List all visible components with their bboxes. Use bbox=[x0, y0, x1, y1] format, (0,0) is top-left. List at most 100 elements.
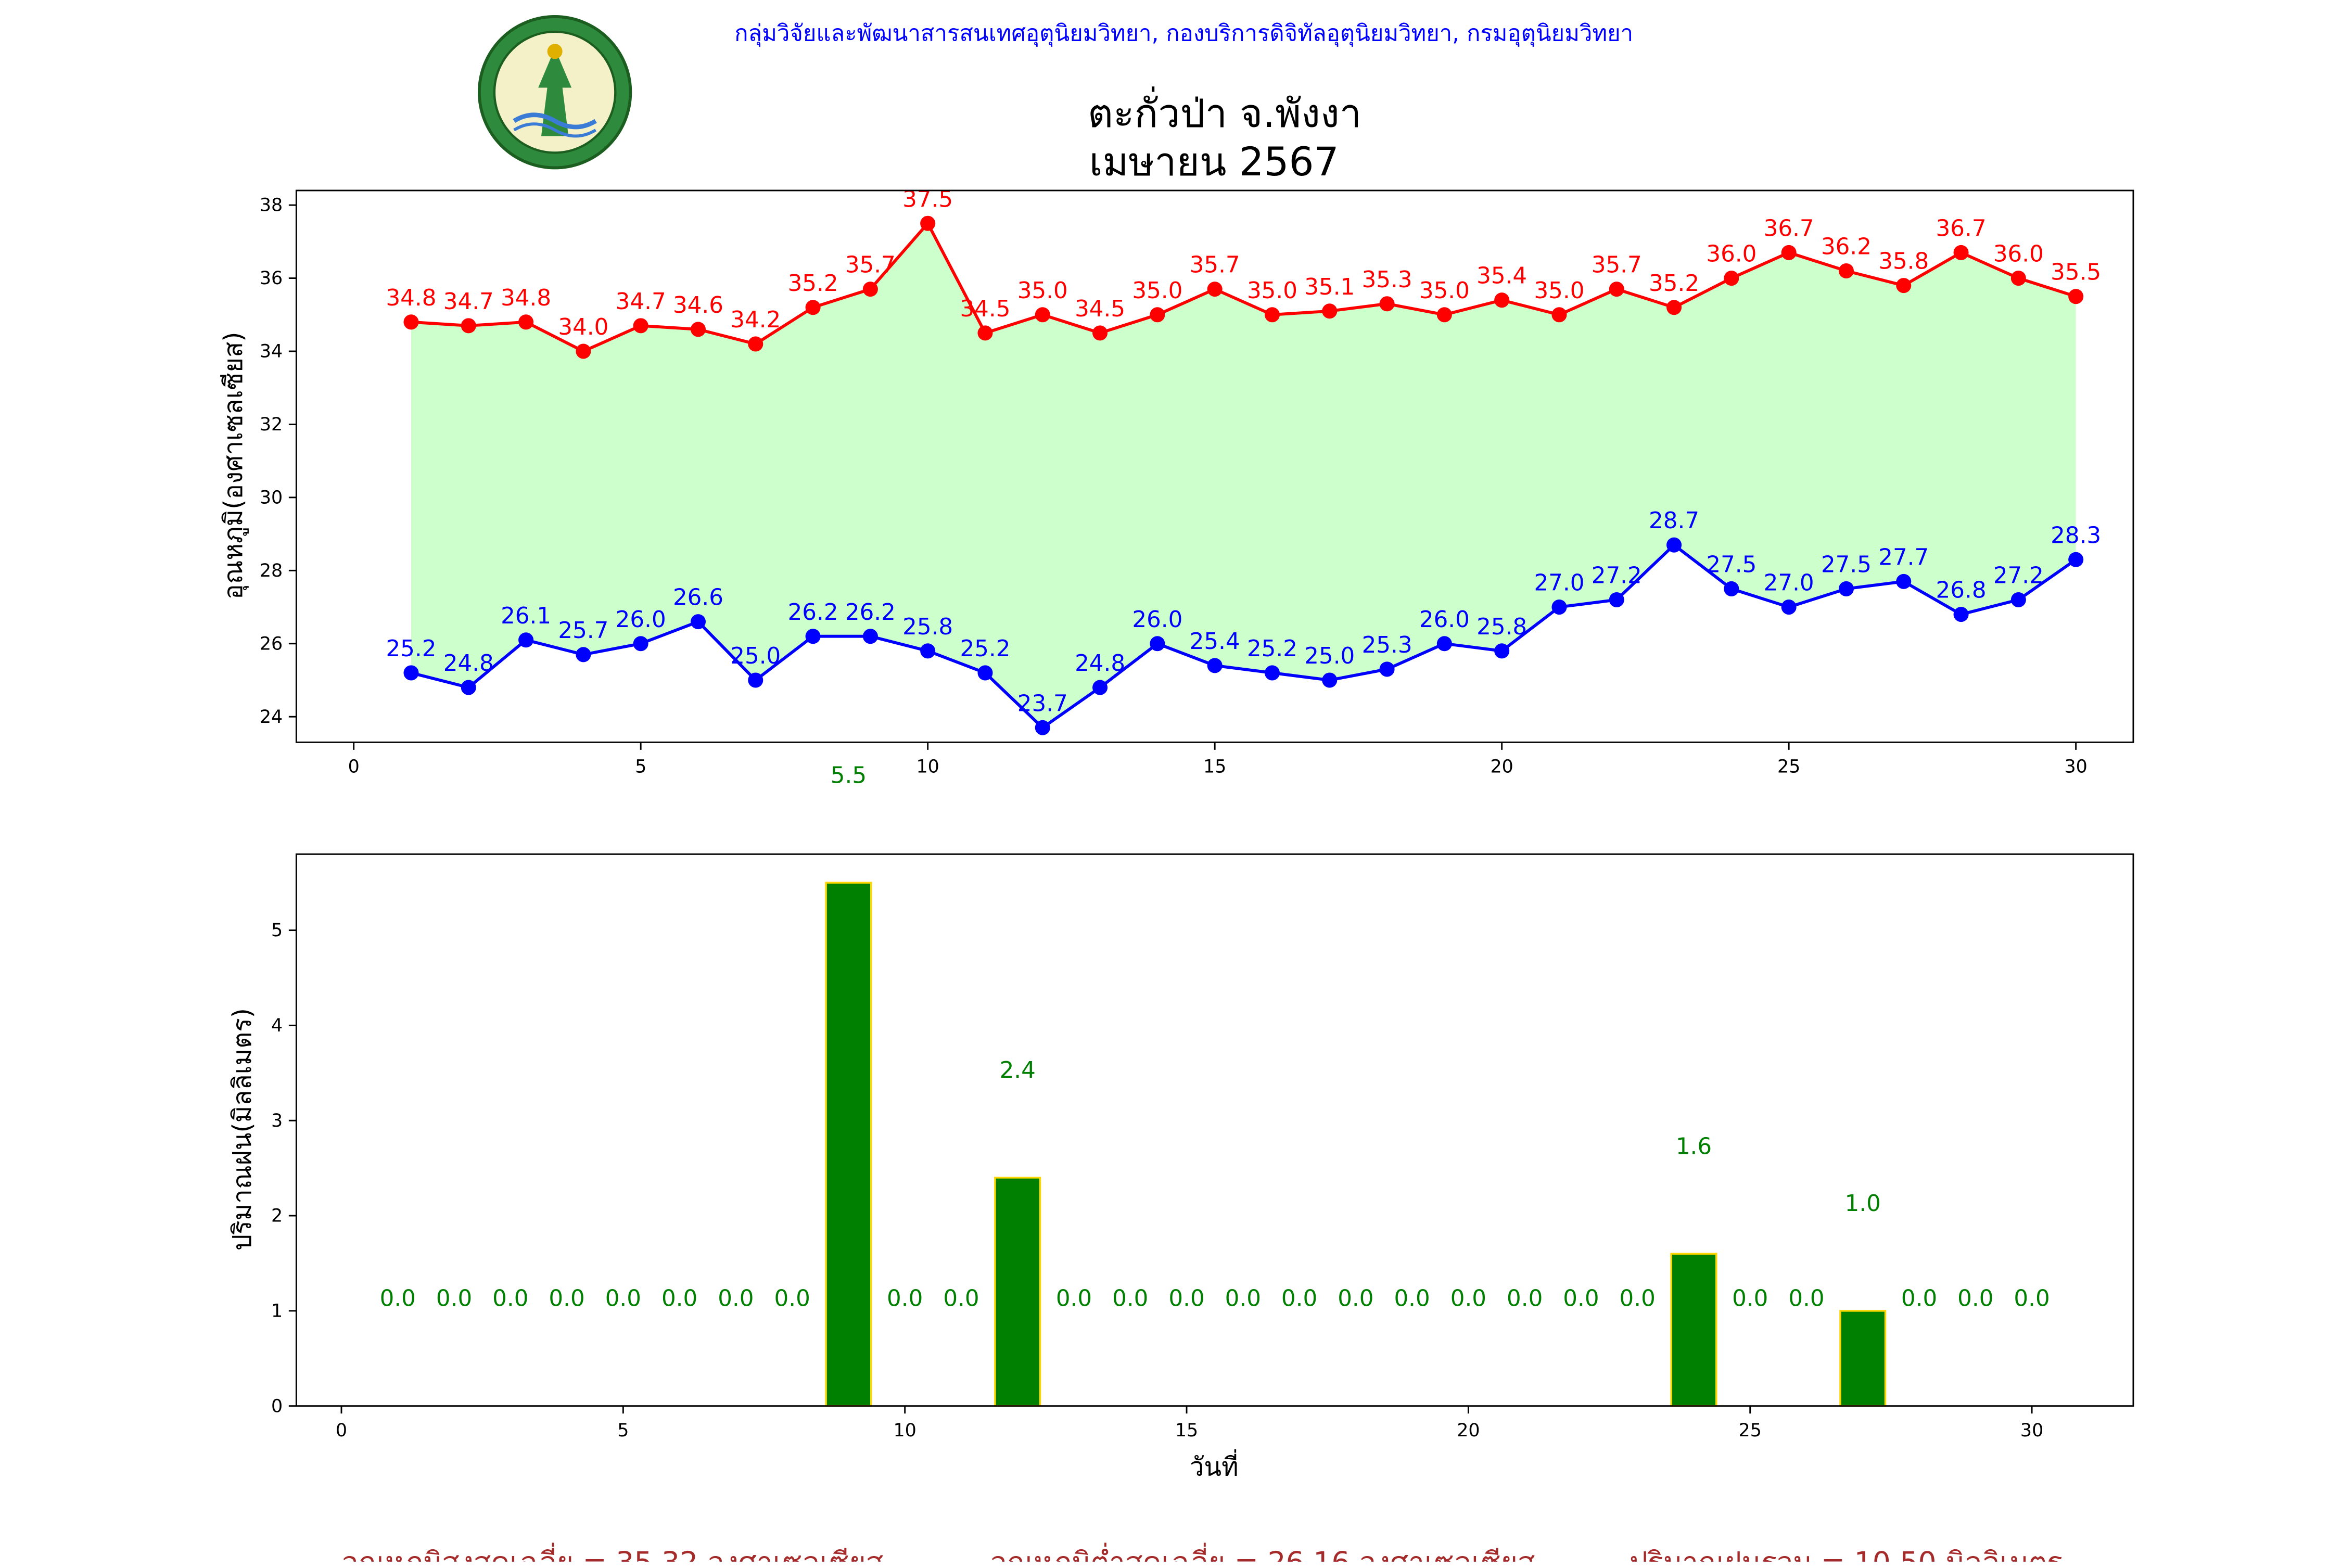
min-temperature-label: 26.6 bbox=[673, 585, 723, 611]
temperature-x-tick-label: 0 bbox=[348, 756, 360, 777]
max-temperature-label: 36.0 bbox=[1706, 241, 1757, 267]
min-temperature-label: 28.3 bbox=[2051, 522, 2101, 549]
min-temperature-label: 27.5 bbox=[1821, 552, 1872, 578]
rainfall-value-label: 1.0 bbox=[1845, 1191, 1881, 1217]
rainfall-value-label: 0.0 bbox=[1338, 1286, 1373, 1312]
min-temperature-point bbox=[1322, 672, 1338, 688]
min-temperature-point bbox=[1264, 665, 1280, 681]
max-temperature-point bbox=[977, 325, 993, 341]
max-temperature-label: 35.8 bbox=[1878, 249, 1929, 275]
rainfall-value-label: 0.0 bbox=[1394, 1286, 1430, 1312]
min-temperature-point bbox=[1379, 661, 1395, 677]
max-temperature-point bbox=[633, 318, 648, 334]
agency-text: กลุ่มวิจัยและพัฒนาสารสนเทศอุตุนิยมวิทยา,… bbox=[734, 20, 1633, 47]
max-temperature-label: 34.5 bbox=[960, 296, 1010, 322]
min-temperature-point bbox=[862, 629, 878, 644]
temperature-y-tick-label: 34 bbox=[260, 341, 283, 362]
department-logo bbox=[477, 15, 632, 170]
avg-min-summary: อุณหภูมิต่ำสุดเฉลี่ย = 26.16 องศาเซลเซีย… bbox=[990, 1542, 1535, 1562]
max-temperature-point bbox=[1092, 325, 1108, 341]
max-temperature-point bbox=[1551, 307, 1567, 323]
rainfall-chart: 0.0 0.0 0.0 0.0 0.0 0.0 0.0 0.0 5.5 0.0 0.0 2.4 0.0 0… bbox=[227, 762, 2134, 1482]
chart-title-line2: เมษายน 2567 bbox=[1089, 139, 1339, 185]
min-temperature-point bbox=[1953, 607, 1969, 622]
temperature-y-tick-label: 26 bbox=[260, 633, 283, 654]
rainfall-bar bbox=[1839, 1310, 1887, 1407]
rainfall-value-label: 0.0 bbox=[1620, 1286, 1656, 1312]
rainfall-y-tick-label: 3 bbox=[271, 1111, 283, 1131]
rainfall-x-tick-label: 30 bbox=[2020, 1420, 2043, 1441]
min-temperature-label: 27.2 bbox=[1592, 563, 1642, 589]
min-temperature-point bbox=[1896, 573, 1912, 589]
temperature-x-tick-label: 25 bbox=[1777, 756, 1800, 777]
rainfall-value-label: 0.0 bbox=[1112, 1286, 1148, 1312]
rainfall-value-label: 0.0 bbox=[1056, 1286, 1092, 1312]
max-temperature-point bbox=[1379, 296, 1395, 312]
rainfall-value-label: 0.0 bbox=[718, 1286, 754, 1312]
max-temperature-point bbox=[518, 314, 534, 330]
rainfall-y-tick-label: 4 bbox=[271, 1015, 283, 1036]
min-temperature-point bbox=[2068, 552, 2084, 567]
rainfall-value-label: 0.0 bbox=[774, 1286, 810, 1312]
min-temperature-point bbox=[1781, 600, 1797, 615]
min-temperature-point bbox=[1609, 592, 1624, 608]
rainfall-value-label: 0.0 bbox=[1901, 1286, 1937, 1312]
max-temperature-point bbox=[1494, 292, 1510, 308]
rainfall-y-tick-label: 0 bbox=[271, 1396, 283, 1417]
max-temperature-point bbox=[1838, 263, 1854, 279]
rainfall-x-axis-label: วันที่ bbox=[1190, 1449, 1239, 1482]
rainfall-plot-frame bbox=[295, 853, 2134, 1407]
max-temperature-label: 34.6 bbox=[673, 292, 723, 318]
min-temperature-label: 25.3 bbox=[1362, 632, 1412, 658]
rainfall-bar bbox=[825, 882, 872, 1407]
min-temperature-point bbox=[576, 647, 591, 662]
max-temperature-label: 36.7 bbox=[1764, 215, 1814, 241]
rainfall-x-tick-label: 25 bbox=[1739, 1420, 1762, 1441]
total-rain-summary: ปริมาณฝนรวม = 10.50 มิลลิเมตร bbox=[1630, 1546, 2063, 1562]
temperature-y-axis-label: อุณหภูมิ(องศาเซลเซียส) bbox=[218, 332, 249, 600]
min-temperature-label: 23.7 bbox=[1017, 691, 1068, 717]
min-temperature-label: 25.4 bbox=[1190, 629, 1240, 655]
min-temperature-label: 26.0 bbox=[1132, 607, 1182, 633]
temperature-y-tick-label: 32 bbox=[260, 414, 283, 435]
min-temperature-point bbox=[461, 680, 476, 695]
rainfall-value-label: 0.0 bbox=[1788, 1286, 1824, 1312]
rainfall-value-label: 0.0 bbox=[1957, 1286, 1993, 1312]
max-temperature-label: 35.7 bbox=[845, 252, 896, 278]
max-temperature-label: 35.0 bbox=[1247, 278, 1297, 304]
min-temperature-point bbox=[1724, 581, 1739, 596]
max-temperature-label: 34.2 bbox=[730, 307, 781, 333]
min-temperature-point bbox=[403, 665, 419, 681]
temperature-x-tick-label: 15 bbox=[1203, 756, 1226, 777]
max-temperature-point bbox=[1781, 245, 1797, 260]
temperature-chart: 34.8 34.7 34.834.034.7 34.634.235.235.737.5… bbox=[218, 186, 2134, 777]
min-temperature-label: 26.2 bbox=[845, 600, 896, 626]
temperature-y-tick-label: 24 bbox=[260, 707, 283, 728]
min-temperature-label: 25.8 bbox=[1477, 614, 1527, 640]
max-temperature-label: 34.7 bbox=[443, 289, 494, 315]
chart-title-line1: ตะกั่วป่า จ.พังงา bbox=[1088, 86, 1361, 136]
min-temperature-point bbox=[1551, 600, 1567, 615]
avg-max-summary: อุณหภูมิสูงสุดเฉลี่ย = 35.32 องศาเซลเซีย… bbox=[341, 1542, 884, 1562]
max-temperature-point bbox=[748, 336, 763, 352]
min-temperature-label: 27.0 bbox=[1764, 570, 1814, 596]
max-temperature-point bbox=[403, 314, 419, 330]
min-temperature-label: 26.0 bbox=[616, 607, 666, 633]
rainfall-y-axis-label: ปริมาณฝน(มิลลิเมตร) bbox=[227, 1008, 257, 1251]
temperature-x-tick-label: 30 bbox=[2064, 756, 2087, 777]
max-temperature-label: 35.3 bbox=[1362, 267, 1412, 293]
rainfall-value-label: 0.0 bbox=[1563, 1286, 1599, 1312]
temperature-x-tick-label: 10 bbox=[916, 756, 939, 777]
rainfall-value-label: 1.6 bbox=[1676, 1133, 1712, 1159]
min-temperature-label: 24.8 bbox=[443, 651, 494, 677]
max-temperature-label: 36.2 bbox=[1821, 234, 1872, 260]
min-temperature-label: 26.8 bbox=[1936, 578, 1987, 604]
rainfall-y-tick-label: 1 bbox=[271, 1301, 283, 1321]
max-temperature-label: 35.0 bbox=[1017, 278, 1068, 304]
min-temperature-point bbox=[805, 629, 821, 644]
max-temperature-label: 35.7 bbox=[1190, 252, 1240, 278]
max-temperature-label: 35.2 bbox=[788, 271, 838, 297]
rainfall-value-label: 0.0 bbox=[1507, 1286, 1543, 1312]
min-temperature-point bbox=[748, 672, 763, 688]
